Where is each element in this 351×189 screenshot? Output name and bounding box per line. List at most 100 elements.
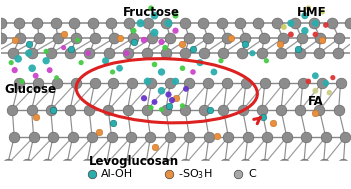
Text: FA: FA xyxy=(308,94,324,108)
Point xyxy=(264,59,269,62)
Point xyxy=(67,52,73,55)
Point xyxy=(75,39,80,42)
Point xyxy=(182,52,188,55)
Point xyxy=(312,22,318,25)
Point xyxy=(278,109,284,112)
Point xyxy=(271,121,276,124)
Point xyxy=(278,42,283,45)
Point xyxy=(0,22,4,25)
Point xyxy=(110,70,115,74)
Point xyxy=(148,136,153,139)
Point xyxy=(323,24,329,27)
Point xyxy=(53,22,59,25)
Point xyxy=(117,37,122,40)
Point xyxy=(143,162,149,165)
Point xyxy=(329,22,335,25)
Point xyxy=(159,108,164,111)
Point xyxy=(84,162,90,165)
Point xyxy=(162,46,168,49)
Point xyxy=(149,37,154,40)
Point xyxy=(224,82,230,85)
Point xyxy=(163,52,169,55)
Point xyxy=(159,40,164,43)
Point xyxy=(299,37,305,40)
Point xyxy=(106,52,111,55)
Text: Fructose: Fructose xyxy=(122,6,179,19)
Point xyxy=(316,52,322,55)
Point xyxy=(297,109,303,112)
Point xyxy=(311,22,316,25)
Point xyxy=(173,80,178,83)
Point xyxy=(166,93,171,96)
Point xyxy=(292,22,298,25)
Point xyxy=(128,136,134,139)
Point xyxy=(36,37,42,40)
Point xyxy=(229,37,234,40)
Point xyxy=(330,76,336,79)
Point xyxy=(211,70,217,74)
Point xyxy=(220,52,226,55)
Point xyxy=(123,162,129,165)
Point xyxy=(163,162,168,165)
Point xyxy=(200,22,206,25)
Point xyxy=(319,82,324,85)
Point xyxy=(186,37,192,40)
Point xyxy=(74,37,79,40)
Point xyxy=(109,136,114,139)
Point xyxy=(262,82,268,85)
Point xyxy=(312,89,318,92)
Point xyxy=(5,162,11,165)
Point xyxy=(29,52,35,55)
Text: Al-OH: Al-OH xyxy=(101,169,133,179)
Point xyxy=(43,50,49,53)
Point xyxy=(205,37,211,40)
Point xyxy=(180,67,185,70)
Point xyxy=(87,52,92,55)
Point xyxy=(67,109,73,112)
Point xyxy=(323,136,329,139)
Point xyxy=(226,136,231,139)
Point xyxy=(166,104,171,107)
Point xyxy=(103,59,108,62)
Point xyxy=(183,162,188,165)
Point xyxy=(243,82,249,85)
Point xyxy=(152,101,157,104)
Point xyxy=(152,14,157,17)
Point xyxy=(54,82,60,85)
Point xyxy=(64,162,70,165)
Point xyxy=(224,37,230,40)
Point xyxy=(138,22,143,25)
Point xyxy=(141,97,147,100)
Point xyxy=(16,22,22,25)
Point xyxy=(340,162,346,165)
Point xyxy=(148,7,154,10)
Point xyxy=(61,46,66,49)
Point xyxy=(219,22,224,25)
Point xyxy=(326,91,332,94)
Point xyxy=(245,136,251,139)
Point xyxy=(10,52,16,55)
Point xyxy=(260,115,266,119)
Point xyxy=(312,33,318,36)
Point xyxy=(12,39,18,42)
Point xyxy=(208,108,213,111)
Point xyxy=(54,76,59,79)
Point xyxy=(222,162,228,165)
Point xyxy=(261,37,267,40)
Point xyxy=(305,7,311,10)
Point xyxy=(145,80,150,83)
Point xyxy=(197,61,203,64)
Point xyxy=(131,40,136,43)
Point xyxy=(173,29,178,32)
Point xyxy=(261,162,267,165)
Point xyxy=(338,82,343,85)
Point xyxy=(159,89,164,92)
Point xyxy=(182,109,188,112)
Point xyxy=(243,37,248,40)
Point xyxy=(61,33,66,36)
Point xyxy=(8,61,14,64)
Point xyxy=(173,14,178,17)
Point xyxy=(205,82,211,85)
Point xyxy=(152,146,157,149)
Point xyxy=(274,22,279,25)
